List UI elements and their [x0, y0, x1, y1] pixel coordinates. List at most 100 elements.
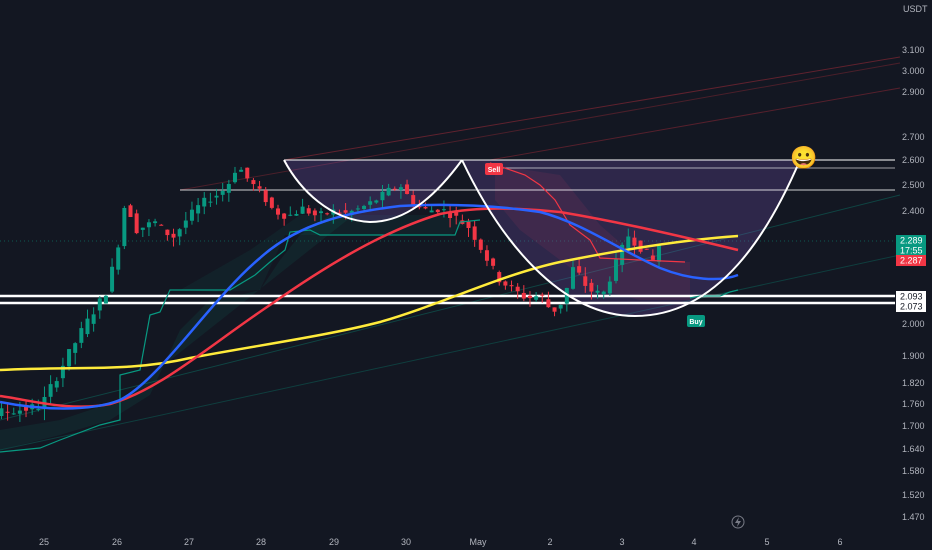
candle	[441, 200, 446, 218]
candle	[275, 204, 280, 220]
time-tick: 29	[329, 537, 339, 547]
candle	[398, 184, 403, 199]
buy-signal[interactable]: Buy	[687, 315, 705, 327]
candle-body	[73, 343, 78, 353]
support-cloud	[0, 210, 360, 450]
candle	[306, 205, 311, 216]
candle-body	[97, 298, 102, 311]
candle	[153, 218, 158, 227]
candle	[448, 204, 453, 228]
supertrend-down	[489, 162, 686, 263]
candle	[312, 208, 317, 222]
price-axis[interactable]: USDT 3.100 3.000 2.900 2.700 2.600 2.500 2.400…	[902, 4, 928, 522]
candle-body	[214, 195, 219, 198]
candle	[355, 205, 360, 213]
candle-body	[429, 210, 434, 213]
candle	[325, 212, 330, 216]
candle-body	[36, 408, 41, 410]
candle	[527, 291, 532, 307]
price-tick: 2.400	[902, 206, 925, 216]
candle-body	[128, 205, 133, 218]
candle	[226, 179, 231, 202]
sell-signal[interactable]: Sell	[485, 163, 503, 175]
candle	[534, 292, 539, 303]
candle	[134, 209, 139, 235]
time-tick: 27	[184, 537, 194, 547]
supertrend-up	[0, 219, 481, 453]
candle	[300, 198, 305, 215]
candle-body	[134, 213, 139, 234]
candle	[183, 211, 188, 235]
candle-body	[484, 250, 489, 261]
candle	[214, 188, 219, 205]
candle	[128, 203, 133, 218]
candle	[546, 291, 551, 308]
time-tick: May	[469, 537, 487, 547]
candle-body	[577, 266, 582, 273]
candle-body	[472, 226, 477, 240]
candle-body	[325, 213, 330, 215]
candle-body	[263, 190, 268, 203]
level-1-tag[interactable]: 2.093	[896, 291, 926, 302]
price-tick: 3.000	[902, 66, 925, 76]
candle	[558, 304, 563, 314]
candle-body	[564, 287, 569, 304]
candle-body	[306, 208, 311, 214]
candle	[392, 186, 397, 192]
candle	[570, 259, 575, 290]
time-tick: 2	[547, 537, 552, 547]
candle	[503, 280, 508, 290]
countdown-tag-text: 17:55	[900, 246, 923, 256]
candle-body	[497, 272, 502, 283]
candle-body	[11, 413, 16, 415]
candle-body	[632, 237, 637, 246]
candle	[220, 182, 225, 202]
price-tick: 2.900	[902, 87, 925, 97]
candle	[146, 219, 151, 237]
price-tick: 1.520	[902, 490, 925, 500]
candle	[257, 180, 262, 193]
candle-body	[386, 187, 391, 196]
ma-red-tag[interactable]: 2.287	[896, 255, 926, 266]
countdown-tag[interactable]: 17:55	[896, 245, 926, 256]
candle	[601, 290, 606, 299]
candle	[429, 206, 434, 213]
level-2-tag[interactable]: 2.073	[896, 301, 926, 312]
candle-body	[423, 207, 428, 209]
price-tick: 1.470	[902, 512, 925, 522]
candle	[116, 244, 121, 275]
candle-body	[226, 183, 231, 193]
buy-badge	[687, 315, 705, 327]
level-2-tag-text: 2.073	[900, 302, 923, 312]
candle	[282, 212, 287, 226]
candle-body	[405, 184, 410, 194]
candle	[497, 270, 502, 286]
lightning-icon[interactable]	[731, 515, 745, 529]
candle	[515, 283, 520, 299]
candle	[644, 248, 649, 250]
candle-body	[570, 267, 575, 289]
candle-body	[343, 210, 348, 213]
candle-body	[159, 224, 164, 226]
candle	[294, 210, 299, 217]
candle-body	[177, 229, 182, 237]
ma-red-tag-text: 2.287	[900, 256, 923, 266]
level-1-tag-text: 2.093	[900, 292, 923, 302]
candle-body	[165, 229, 170, 236]
last-price-tag[interactable]: 2.289	[896, 235, 926, 246]
candle-body	[650, 255, 655, 260]
candle	[165, 229, 170, 241]
candle	[509, 280, 514, 292]
candle-body	[17, 410, 22, 414]
candle-body	[337, 212, 342, 214]
candle-body	[312, 210, 317, 216]
price-tick: 1.700	[902, 421, 925, 431]
candle-body	[239, 169, 244, 172]
candle	[386, 183, 391, 197]
time-axis[interactable]: 25 26 27 28 29 30 May 2 3 4 5 6	[39, 537, 843, 547]
candle	[177, 228, 182, 246]
candle-body	[454, 212, 459, 216]
candle	[54, 377, 59, 392]
candle-body	[232, 172, 237, 183]
